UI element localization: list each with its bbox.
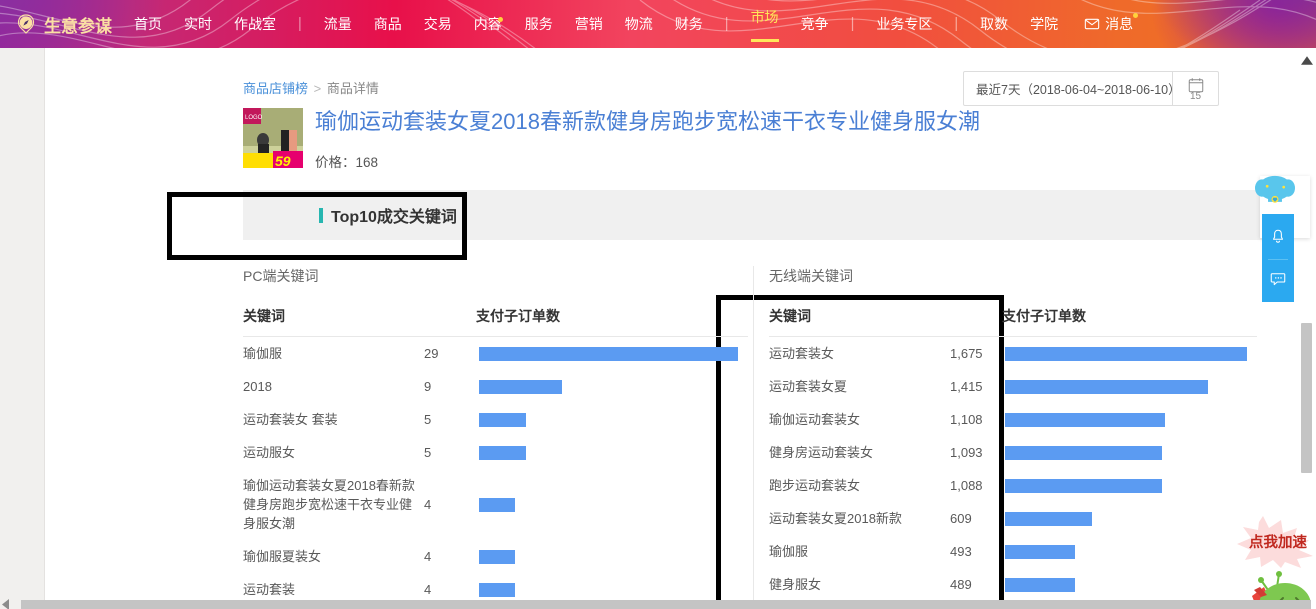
- svg-text:LOGO: LOGO: [245, 115, 263, 121]
- svg-text:59: 59: [275, 153, 291, 168]
- svg-text:点我加速: 点我加速: [1249, 533, 1307, 551]
